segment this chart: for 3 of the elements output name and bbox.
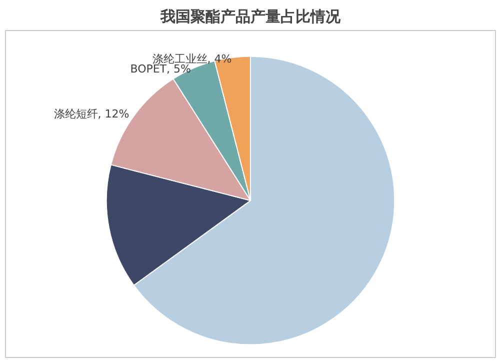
slice-label: 涤纶短纤, 12% — [54, 108, 130, 121]
slice-label: BOPET, 5% — [130, 62, 191, 76]
chart-title: 我国聚酯产品产量占比情况 — [160, 8, 342, 26]
